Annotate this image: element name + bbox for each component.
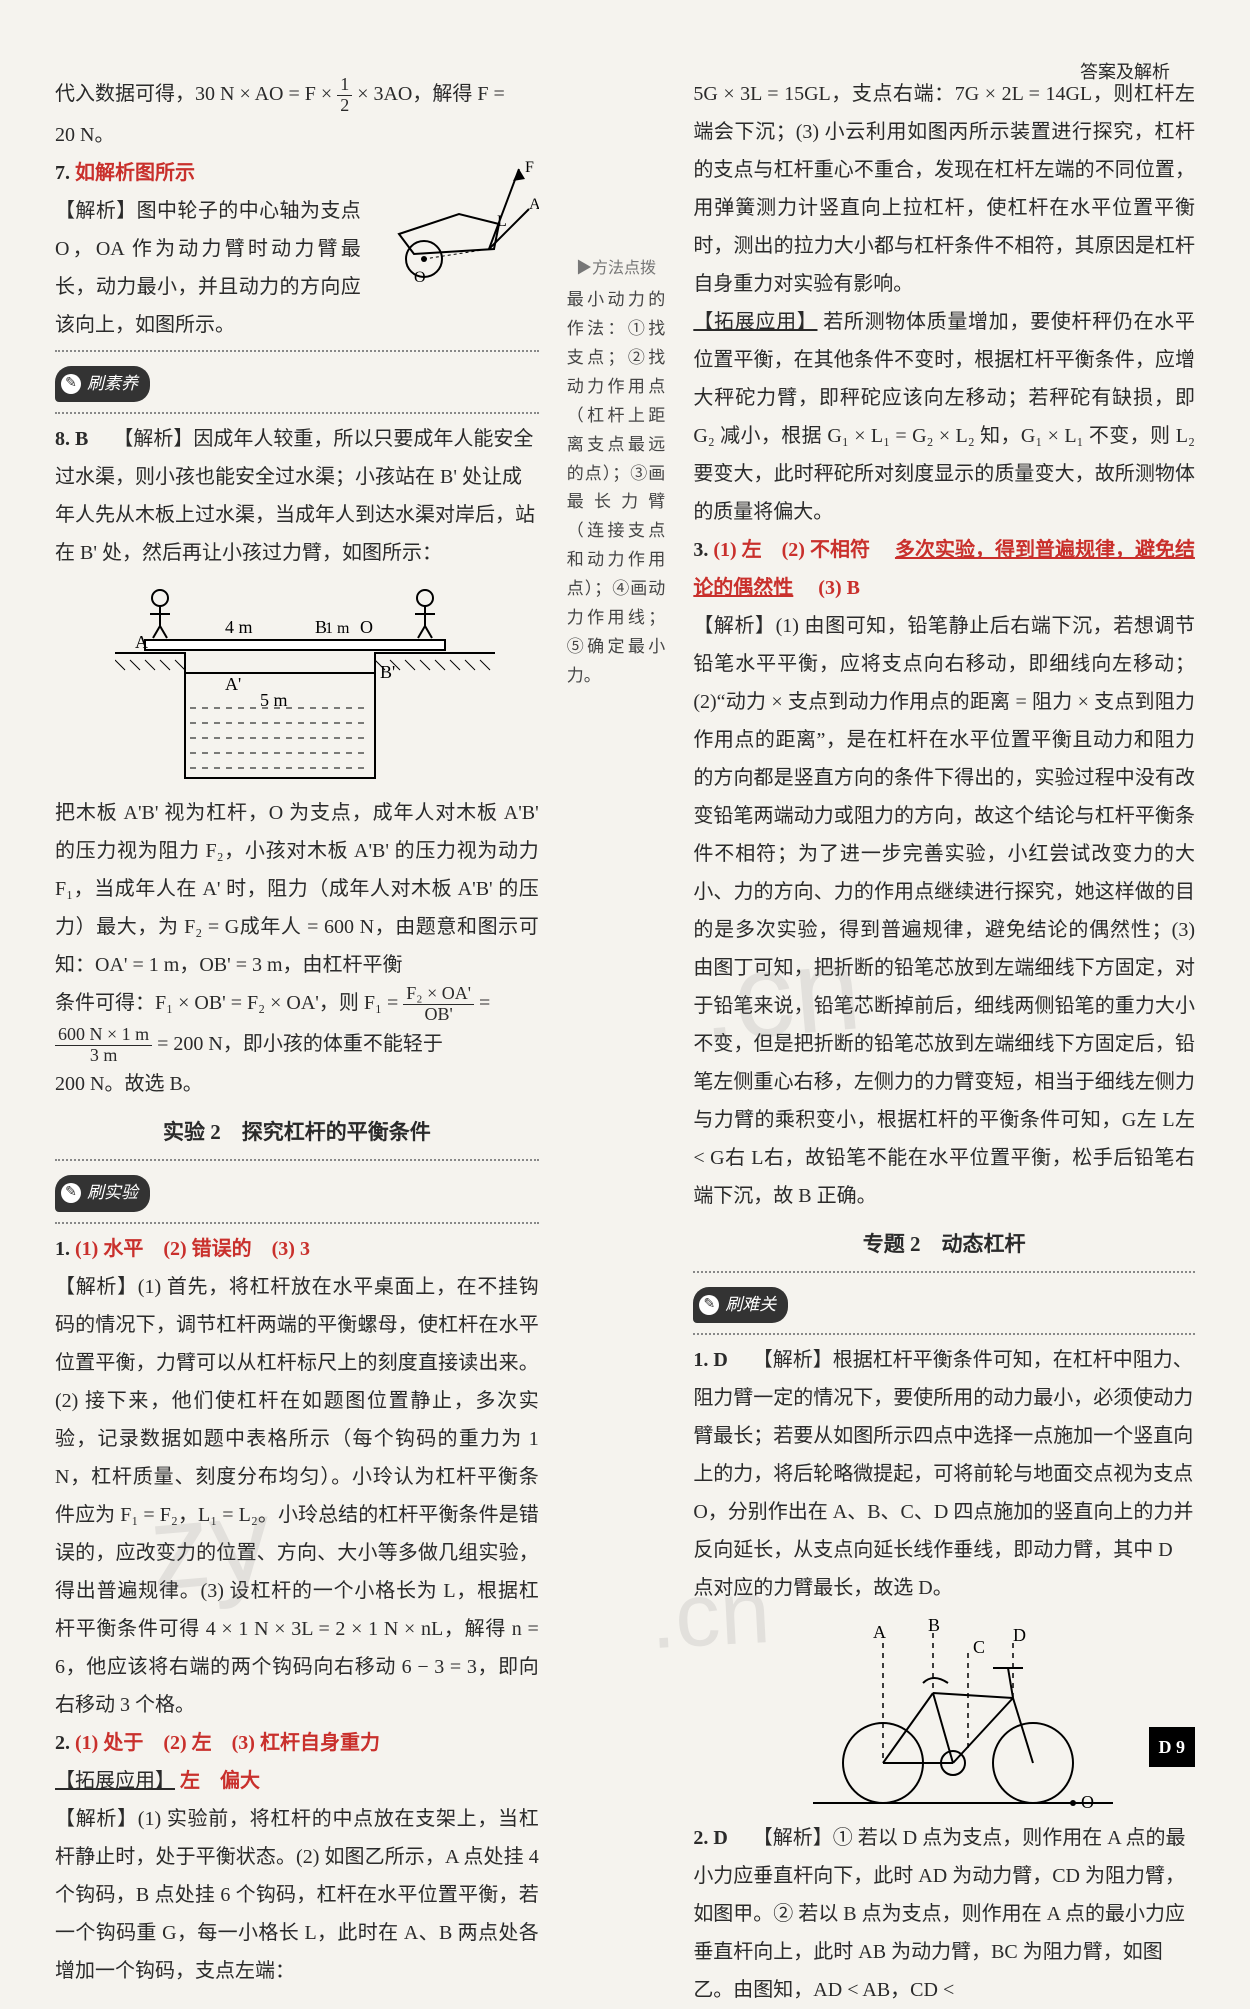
lab-A: A bbox=[873, 1622, 886, 1642]
q3-ans-a: (1) 左 (2) 不相符 bbox=[713, 539, 890, 561]
divider bbox=[693, 1271, 1195, 1273]
badge-suyang: 刷素养 bbox=[55, 366, 150, 402]
e1-explain: 【解析】(1) 首先，将杠杆放在水平桌面上，在不挂钩码的情况下，调节杠杆两端的平… bbox=[55, 1268, 539, 1724]
divider bbox=[55, 412, 539, 414]
q8-explain-e: 200 N。故选 B。 bbox=[55, 1065, 539, 1103]
content-columns: 代入数据可得，30 N × AO = F × 12 × 3AO，解得 F = 2… bbox=[55, 75, 1195, 2009]
divider bbox=[55, 1159, 539, 1161]
left-column: 代入数据可得，30 N × AO = F × 12 × 3AO，解得 F = 2… bbox=[55, 75, 539, 2009]
t: = bbox=[479, 992, 490, 1014]
mid-column: ▶方法点拨 最小动力的作法：①找支点；②找动力作用点（杠杆上距离支点最远的点）；… bbox=[567, 75, 666, 2009]
q3-explain: 【解析】(1) 由图可知，铅笔静止后右端下沉，若想调节铅笔水平平衡，应将支点向右… bbox=[693, 607, 1195, 1215]
wheelbarrow-diagram: F A L O bbox=[369, 154, 539, 284]
lab-C: C bbox=[973, 1637, 985, 1657]
label-O: O bbox=[414, 269, 426, 284]
e1: 1. (1) 水平 (2) 错误的 (3) 3 【解析】(1) 首先，将杠杆放在… bbox=[55, 1230, 539, 1724]
d1: 1. D 【解析】根据杠杆平衡条件可知，在杠杆中阻力、阻力臂一定的情况下，要使所… bbox=[693, 1341, 1195, 1813]
topic2-title: 专题 2 动态杠杆 bbox=[693, 1225, 1195, 1265]
t: 条件可得：F₁ × OB' = F₂ × OA'，则 F₁ = bbox=[55, 992, 403, 1014]
right-column: 5G × 3L = 15GL，支点右端：7G × 2L = 14GL，则杠杆左端… bbox=[693, 75, 1195, 2009]
r-p2: 【拓展应用】 若所测物体质量增加，要使杆秤仍在水平位置平衡，在其他条件不变时，根… bbox=[693, 303, 1195, 531]
d2-explain: 【解析】① 若以 D 点为支点，则作用在 A 点的最小力应垂直杆向下，此时 AD… bbox=[693, 1827, 1185, 2001]
d1-explain: 【解析】根据杠杆平衡条件可知，在杠杆中阻力、阻力臂一定的情况下，要使所用的动力最… bbox=[693, 1349, 1193, 1599]
t: × 3AO，解得 F = bbox=[357, 83, 505, 105]
r-p2-body: 若所测物体质量增加，要使杆秤仍在水平位置平衡，在其他条件不变时，根据杠杆平衡条件… bbox=[693, 311, 1195, 523]
mid-body: 最小动力的作法：①找支点；②找动力作用点（杠杆上距离支点最远的点）；③画最长力臂… bbox=[567, 286, 666, 690]
lab-A: A bbox=[135, 632, 148, 652]
q3-ans-c: (3) B bbox=[798, 577, 860, 599]
d1-num: 1. D bbox=[693, 1349, 727, 1371]
d2-num: 2. D bbox=[693, 1827, 727, 1849]
line-formula-1: 代入数据可得，30 N × AO = F × 12 × 3AO，解得 F = bbox=[55, 75, 539, 116]
divider bbox=[693, 1333, 1195, 1335]
lab-1m: 1 m bbox=[325, 620, 350, 637]
lab-5m: 5 m bbox=[260, 690, 288, 710]
e2-ext-ans: 左 偏大 bbox=[180, 1770, 260, 1792]
frac1: F₂ × OA'OB' bbox=[403, 984, 474, 1025]
r-p2-head: 【拓展应用】 bbox=[693, 311, 817, 333]
t: 代入数据可得，30 N × AO = F × bbox=[55, 83, 337, 105]
e2: 2. (1) 处于 (2) 左 (3) 杠杆自身重力 【拓展应用】 左 偏大 【… bbox=[55, 1724, 539, 1990]
e2-ext-head: 【拓展应用】 bbox=[55, 1770, 175, 1792]
ditch-diagram: A B O 4 m 1 m A' B' bbox=[115, 578, 495, 788]
line-formula-2: 20 N。 bbox=[55, 116, 539, 154]
badge-nanguan: 刷难关 bbox=[693, 1287, 788, 1323]
e2-explain: 【解析】(1) 实验前，将杠杆的中点放在支架上，当杠杆静止时，处于平衡状态。(2… bbox=[55, 1800, 539, 1990]
q8-explain-b: 把木板 A'B' 视为杠杆，O 为支点，成年人对木板 A'B' 的压力视为阻力 … bbox=[55, 794, 539, 984]
exp2-title: 实验 2 探究杠杆的平衡条件 bbox=[55, 1113, 539, 1153]
d2: 2. D 【解析】① 若以 D 点为支点，则作用在 A 点的最小力应垂直杆向下，… bbox=[693, 1819, 1195, 2009]
e1-ans: (1) 水平 (2) 错误的 (3) 3 bbox=[75, 1238, 310, 1260]
label-F: F bbox=[525, 159, 534, 176]
lab-4m: 4 m bbox=[225, 617, 253, 637]
frac2: 600 N × 1 m3 m bbox=[55, 1025, 152, 1066]
e2-num: 2. bbox=[55, 1732, 70, 1754]
lab-Ap: A' bbox=[225, 674, 241, 694]
q8-explain-a: 【解析】因成年人较重，所以只要成年人能安全过水渠，则小孩也能安全过水渠；小孩站在… bbox=[55, 428, 535, 564]
divider bbox=[55, 1222, 539, 1224]
e2-ans: (1) 处于 (2) 左 (3) 杠杆自身重力 bbox=[75, 1732, 380, 1754]
header-right: 答案及解析 bbox=[1080, 55, 1170, 89]
frac-half: 12 bbox=[337, 75, 352, 116]
bicycle-diagram: A B C D O bbox=[813, 1613, 1113, 1813]
q3: 3. (1) 左 (2) 不相符 多次实验，得到普遍规律，避免结论的偶然性 (3… bbox=[693, 531, 1195, 1215]
t: = 200 N，即小孩的体重不能轻于 bbox=[157, 1033, 443, 1055]
q7: F A L O 7. 如解析图所示 【解析】图中轮子的中心轴为支点 O，OA 作… bbox=[55, 154, 539, 344]
q8-explain-c: 条件可得：F₁ × OB' = F₂ × OA'，则 F₁ = F₂ × OA'… bbox=[55, 984, 539, 1025]
e1-num: 1. bbox=[55, 1238, 70, 1260]
lab-O: O bbox=[1081, 1792, 1094, 1812]
q7-num: 7. bbox=[55, 162, 75, 184]
r-p1: 5G × 3L = 15GL，支点右端：7G × 2L = 14GL，则杠杆左端… bbox=[693, 75, 1195, 303]
q8-num: 8. B bbox=[55, 428, 88, 450]
divider bbox=[55, 350, 539, 352]
lab-O: O bbox=[360, 617, 373, 637]
badge-shiyan: 刷实验 bbox=[55, 1175, 150, 1211]
q8: 8. B 【解析】因成年人较重，所以只要成年人能安全过水渠，则小孩也能安全过水渠… bbox=[55, 420, 539, 1103]
lab-Bp: B' bbox=[380, 662, 395, 682]
lab-D: D bbox=[1013, 1625, 1026, 1645]
page-number: D 9 bbox=[1149, 1727, 1196, 1767]
q8-explain-d: 600 N × 1 m3 m = 200 N，即小孩的体重不能轻于 bbox=[55, 1025, 539, 1066]
mid-head: ▶方法点拨 bbox=[567, 255, 666, 282]
lab-B: B bbox=[928, 1615, 940, 1635]
q7-answer: 如解析图所示 bbox=[75, 162, 195, 184]
q3-num: 3. bbox=[693, 539, 708, 561]
label-A: A bbox=[529, 196, 539, 213]
